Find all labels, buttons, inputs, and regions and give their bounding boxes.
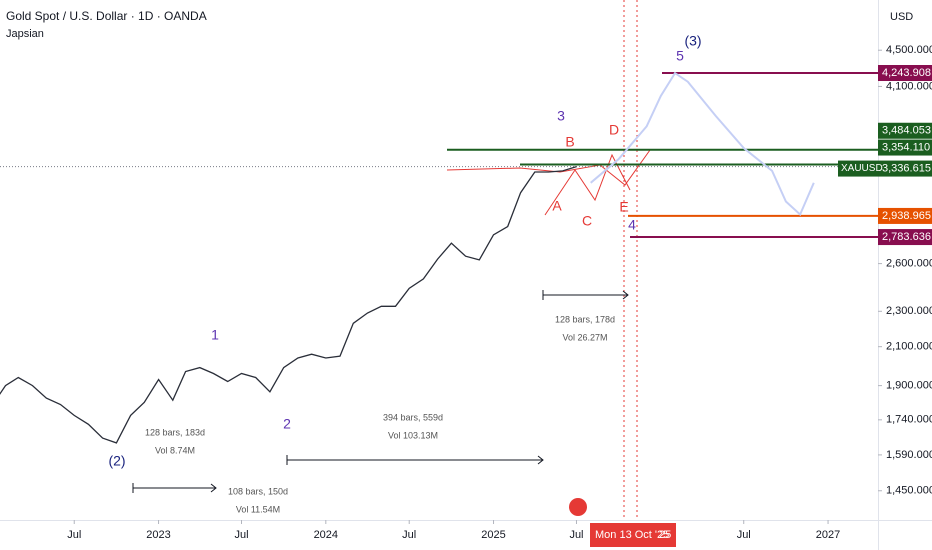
wave-label: (2)	[108, 453, 125, 469]
level-name: XAUUSD	[841, 163, 883, 174]
measure-label: Vol 103.13M	[388, 430, 438, 440]
level-label-box	[878, 139, 932, 156]
level-label-box	[878, 160, 932, 177]
x-tick-label: Jul	[737, 529, 751, 541]
level-label-box	[878, 229, 932, 246]
time-highlight-label: 25	[659, 529, 671, 541]
time-highlight	[590, 523, 676, 547]
x-tick-label: Jul	[67, 529, 81, 541]
level-label: 3,336.615	[882, 162, 931, 174]
y-tick-label: 1,740.000	[886, 414, 932, 426]
measure-label: Vol 26.27M	[562, 332, 607, 342]
x-tick-label: Jul	[234, 529, 248, 541]
level-label: 3,354.110	[882, 141, 930, 153]
wave-label: C	[582, 213, 592, 229]
level-label-box	[878, 65, 932, 82]
chart-subtitle: Japsian	[6, 28, 44, 40]
y-tick-label: 1,590.000	[886, 449, 932, 461]
level-label: 3,484.053	[882, 125, 931, 137]
measure-label: 128 bars, 178d	[555, 314, 615, 324]
wave-label: 2	[283, 416, 291, 432]
wave-label: 5	[676, 48, 684, 64]
measure-label: Vol 11.54M	[236, 504, 280, 514]
level-label-box	[878, 207, 932, 224]
wave-label: 3	[557, 108, 565, 124]
x-tick-label: 2027	[816, 529, 840, 541]
y-tick-label: 1,900.000	[886, 380, 932, 392]
level-name-box	[838, 160, 878, 177]
measure-label: 108 bars, 150d	[228, 486, 288, 496]
measure-label: 128 bars, 183d	[145, 427, 205, 437]
y-tick-label: 4,100.000	[886, 80, 932, 92]
currency-label: USD	[890, 11, 913, 23]
measure-arrow	[622, 290, 629, 300]
event-icon	[569, 498, 587, 516]
wave-path	[446, 149, 651, 186]
y-tick-label: 4,500.000	[886, 44, 932, 56]
wave-label: B	[565, 134, 574, 150]
wave-label: (3)	[684, 33, 701, 49]
x-tick-label: Jul	[569, 529, 583, 541]
wave-label: E	[619, 199, 628, 215]
x-tick-label: 2025	[481, 529, 505, 541]
x-tick-label: 2023	[146, 529, 170, 541]
chart-title: Gold Spot / U.S. Dollar · 1D · OANDA	[6, 9, 207, 23]
y-tick-label: 2,600.000	[886, 258, 932, 270]
level-label: 2,938.965	[882, 210, 931, 222]
measure-label: Vol 8.74M	[155, 445, 195, 455]
measure-label: 394 bars, 559d	[383, 412, 443, 422]
price-line	[0, 165, 577, 444]
level-label: 4,243.908	[882, 67, 931, 79]
measure-arrow	[210, 483, 217, 493]
level-label: 2,783.636	[882, 231, 931, 243]
wave-label: 1	[211, 327, 219, 343]
x-tick-label: 2024	[314, 529, 338, 541]
y-tick-label: 2,300.000	[886, 305, 932, 317]
level-label-box	[878, 122, 932, 139]
x-tick-label: Jul	[402, 529, 416, 541]
wave-label: D	[609, 122, 619, 138]
time-highlight-label: Mon 13 Oct '25	[595, 529, 669, 541]
y-tick-label: 1,450.000	[886, 485, 932, 497]
wave-label: 4	[628, 217, 636, 233]
measure-arrow	[537, 455, 544, 465]
price-line	[590, 71, 815, 217]
wave-label: A	[552, 198, 562, 214]
y-tick-label: 2,100.000	[886, 341, 932, 353]
